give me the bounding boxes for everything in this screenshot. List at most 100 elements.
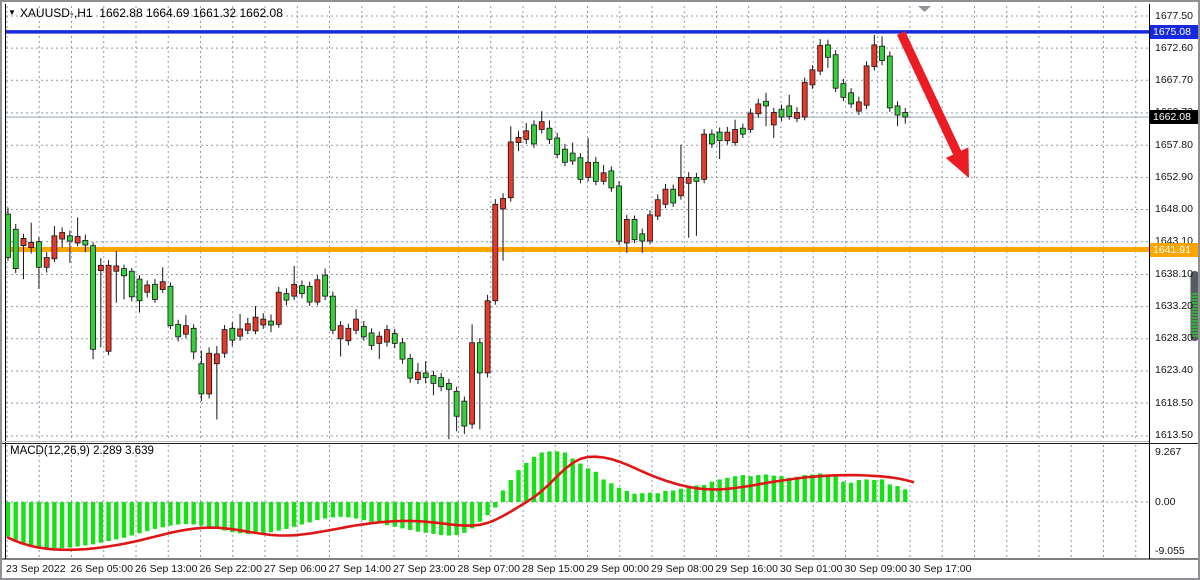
candle-body	[353, 318, 359, 331]
macd-histogram-bar	[392, 502, 397, 527]
macd-histogram-bar	[779, 476, 784, 502]
macd-histogram-bar	[678, 488, 684, 502]
macd-histogram-bar	[129, 502, 134, 536]
candle-body	[198, 363, 205, 395]
macd-histogram-bar	[261, 502, 266, 534]
candle-body	[639, 233, 646, 242]
candle-body	[623, 218, 630, 244]
macd-histogram-bar	[500, 490, 506, 502]
macd-histogram-bar	[593, 471, 599, 502]
candle-body	[546, 127, 553, 140]
candle-body	[190, 327, 197, 353]
macd-histogram-bar	[330, 502, 336, 518]
chart-shift-marker-icon[interactable]	[918, 6, 931, 12]
candle-body	[747, 112, 754, 130]
macd-histogram-bar	[175, 502, 181, 525]
candle-body	[213, 353, 220, 365]
candle-body	[97, 264, 104, 271]
macd-histogram-bar	[717, 479, 722, 502]
macd-histogram-bar	[346, 502, 351, 518]
macd-histogram-bar	[299, 502, 305, 525]
macd-histogram-bar	[709, 481, 715, 502]
candle-body	[422, 372, 429, 378]
macd-histogram-bar	[903, 489, 908, 502]
candle-body	[484, 300, 491, 374]
macd-histogram-bar	[771, 475, 776, 502]
macd-histogram-bar	[291, 502, 297, 527]
macd-histogram-bar	[145, 502, 150, 532]
macd-histogram-bar	[686, 487, 691, 502]
macd-histogram-bar	[377, 502, 382, 524]
macd-histogram-bar	[570, 458, 575, 502]
macd-histogram-bar	[21, 502, 26, 543]
down-arrow-shaft[interactable]	[896, 31, 964, 160]
candle-body	[855, 101, 862, 112]
candle-body	[175, 323, 182, 338]
candle-body	[701, 133, 708, 180]
macd-histogram-bar	[121, 502, 127, 538]
candle-body	[840, 83, 847, 98]
macd-histogram-bar	[446, 502, 452, 536]
candle-body	[66, 235, 73, 242]
down-arrow-head[interactable]	[945, 147, 969, 178]
macd-histogram-bar	[237, 502, 243, 534]
candle-body	[507, 141, 514, 199]
candle-body	[879, 45, 885, 62]
macd-histogram-bar	[601, 479, 606, 502]
macd-histogram-bar	[137, 502, 142, 534]
macd-histogram-bar	[817, 473, 823, 502]
candle-body	[492, 203, 499, 302]
candle-body	[438, 377, 445, 388]
macd-histogram-bar	[214, 502, 220, 529]
macd-histogram-bar	[763, 474, 769, 502]
macd-histogram-bar	[206, 502, 212, 528]
candle-body	[886, 55, 893, 109]
candle-body	[20, 238, 27, 247]
macd-histogram-bar	[361, 502, 367, 521]
candle-body	[832, 54, 839, 89]
candle-body	[631, 218, 638, 241]
candle-body	[538, 121, 545, 130]
candle-body	[237, 328, 243, 337]
candle-body	[306, 285, 313, 303]
candle-body	[739, 127, 746, 135]
candle-body	[554, 137, 561, 155]
candle-body	[51, 235, 58, 260]
macd-histogram-bar	[802, 475, 807, 502]
candle-body	[647, 214, 653, 242]
candle-body	[453, 390, 460, 417]
macd-histogram-bar	[315, 502, 320, 521]
macd-histogram-bar	[44, 502, 49, 548]
candle-body	[817, 45, 824, 72]
candle-body	[562, 148, 568, 163]
candle-body	[654, 199, 661, 217]
candle-body	[159, 281, 166, 290]
candle-body	[801, 81, 808, 118]
candle-body	[384, 329, 390, 343]
macd-histogram-bar	[663, 491, 668, 502]
macd-histogram-bar	[199, 502, 204, 526]
macd-histogram-bar	[400, 502, 405, 529]
candle-body	[82, 239, 89, 246]
macd-histogram-bar	[369, 502, 374, 522]
macd-histogram-bar	[547, 451, 552, 502]
candle-body	[144, 284, 151, 293]
macd-histogram-bar	[616, 487, 622, 502]
macd-histogram-bar	[585, 468, 591, 502]
candle-body	[415, 371, 421, 380]
macd-histogram-bar	[67, 502, 73, 548]
candle-body	[283, 293, 290, 301]
candle-body	[445, 383, 452, 390]
candle-body	[5, 213, 11, 258]
candle-body	[763, 100, 769, 107]
macd-histogram-bar	[83, 502, 88, 546]
macd-histogram-bar	[462, 502, 467, 533]
macd-histogram-bar	[469, 502, 475, 529]
macd-histogram-bar	[740, 475, 746, 502]
candle-body	[794, 112, 800, 119]
candle-body	[569, 152, 576, 162]
macd-histogram-bar	[152, 502, 158, 529]
candle-body	[229, 327, 236, 341]
macd-histogram-bar	[647, 492, 653, 502]
